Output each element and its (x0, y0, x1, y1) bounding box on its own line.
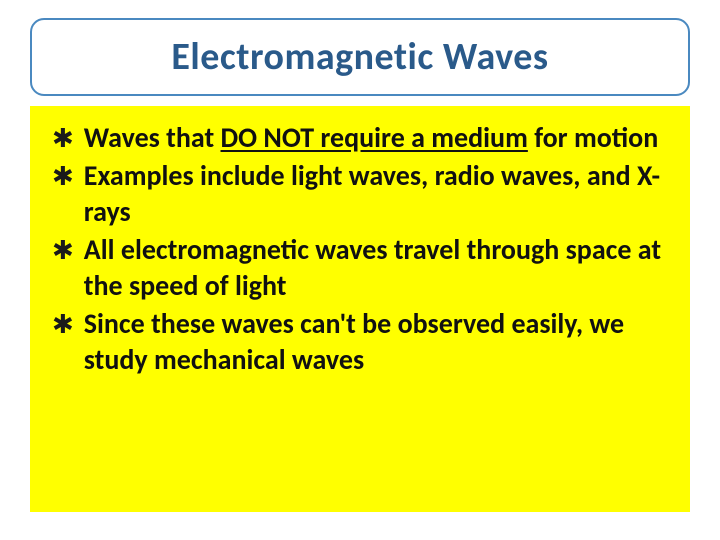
bullet-item: ✱ All electromagnetic waves travel throug… (52, 232, 668, 304)
bullet-text: Examples include light waves, radio wave… (84, 158, 668, 230)
bullet-item: ✱ Since these waves can't be observed eas… (52, 306, 668, 378)
content-block: ✱ Waves that DO NOT require a medium for … (30, 106, 690, 512)
bullet-text: All electromagnetic waves travel through… (84, 232, 668, 304)
slide: Electromagnetic Waves ✱ Waves that DO NOT… (0, 0, 720, 540)
bullet-item: ✱ Examples include light waves, radio wav… (52, 158, 668, 230)
bullet-text: Since these waves can't be observed easi… (84, 306, 668, 378)
asterisk-icon: ✱ (52, 158, 74, 194)
asterisk-icon: ✱ (52, 120, 74, 156)
title-block: Electromagnetic Waves (30, 18, 690, 96)
bullet-item: ✱ Waves that DO NOT require a medium for … (52, 120, 668, 156)
text-segment: Examples include light waves, radio wave… (84, 158, 660, 229)
bullet-text: Waves that DO NOT require a medium for m… (84, 120, 668, 156)
text-segment: for motion (528, 120, 658, 155)
text-segment: All electromagnetic waves travel through… (84, 232, 661, 303)
underlined-text: DO NOT require a medium (221, 120, 528, 155)
asterisk-icon: ✱ (52, 306, 74, 342)
text-segment: Since these waves can't be observed easi… (84, 306, 624, 377)
text-segment: Waves that (84, 120, 221, 155)
slide-title: Electromagnetic Waves (171, 34, 548, 80)
asterisk-icon: ✱ (52, 232, 74, 268)
